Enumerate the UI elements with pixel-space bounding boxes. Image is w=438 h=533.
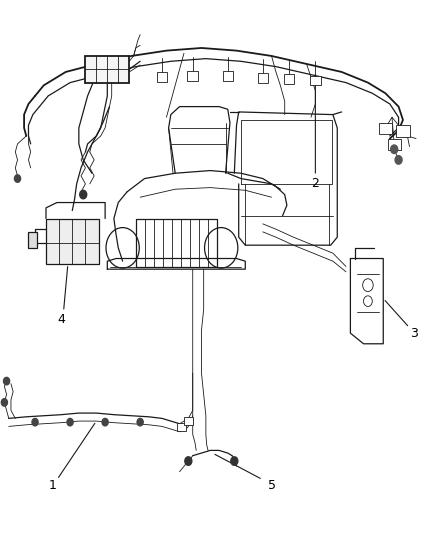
Bar: [46, 219, 99, 264]
Circle shape: [395, 156, 402, 164]
Circle shape: [137, 418, 143, 426]
Circle shape: [67, 418, 73, 426]
Bar: [184, 417, 193, 425]
Circle shape: [32, 418, 38, 426]
Circle shape: [80, 190, 87, 199]
Text: 3: 3: [410, 327, 418, 340]
Bar: [310, 76, 321, 85]
Circle shape: [231, 457, 238, 465]
Circle shape: [4, 377, 10, 385]
Text: 4: 4: [57, 313, 65, 326]
FancyBboxPatch shape: [85, 56, 129, 83]
Circle shape: [14, 175, 21, 182]
Text: 1: 1: [49, 479, 57, 491]
Circle shape: [185, 457, 192, 465]
Bar: [379, 123, 392, 134]
Bar: [28, 232, 37, 248]
Text: 5: 5: [268, 479, 276, 491]
Text: 2: 2: [311, 177, 319, 190]
Bar: [177, 423, 186, 431]
Circle shape: [391, 145, 398, 154]
Circle shape: [102, 418, 108, 426]
Bar: [223, 71, 233, 81]
Bar: [284, 75, 294, 84]
Bar: [396, 125, 410, 137]
Bar: [258, 73, 268, 83]
Bar: [157, 72, 167, 82]
Bar: [388, 139, 401, 150]
Bar: [187, 71, 198, 80]
Circle shape: [1, 399, 7, 406]
